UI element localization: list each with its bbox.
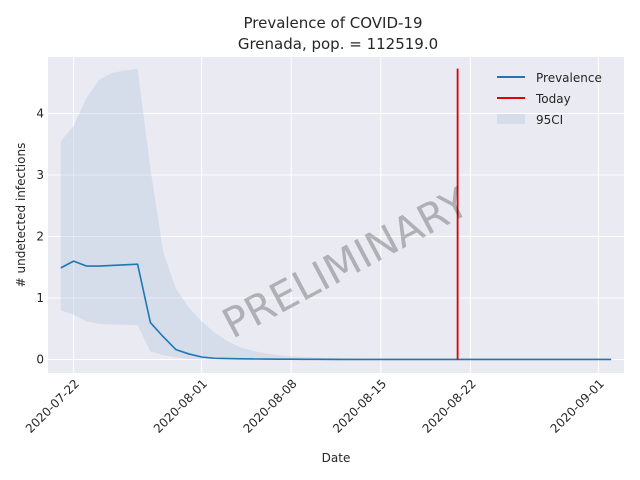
legend-today-label: Today (535, 92, 571, 106)
prevalence-line (60, 260, 612, 361)
legend-95ci-label: 95CI (536, 113, 563, 127)
legend-prevalence-label: Prevalence (536, 71, 602, 85)
y-tick-label: 1 (36, 291, 44, 305)
legend-95ci-swatch (497, 114, 525, 124)
x-axis-label: Date (322, 451, 351, 465)
y-tick-label: 4 (36, 107, 44, 121)
gridlines (48, 57, 624, 373)
y-tick-label: 3 (36, 168, 44, 182)
y-tick-label: 2 (36, 230, 44, 244)
chart-subtitle: Grenada, pop. = 112519.0 (238, 35, 438, 53)
plot-area (48, 57, 624, 373)
series-layer (60, 260, 612, 361)
confidence-band-layer (60, 68, 612, 360)
y-axis-label: # undetected infections (14, 143, 28, 288)
chart-title: Prevalence of COVID-19 (243, 14, 422, 32)
ci-band-95 (60, 68, 612, 360)
legend: Prevalence Today 95CI (497, 71, 602, 127)
y-axis-ticks: 0 1 2 3 4 (36, 107, 44, 367)
y-tick-label: 0 (36, 352, 44, 366)
